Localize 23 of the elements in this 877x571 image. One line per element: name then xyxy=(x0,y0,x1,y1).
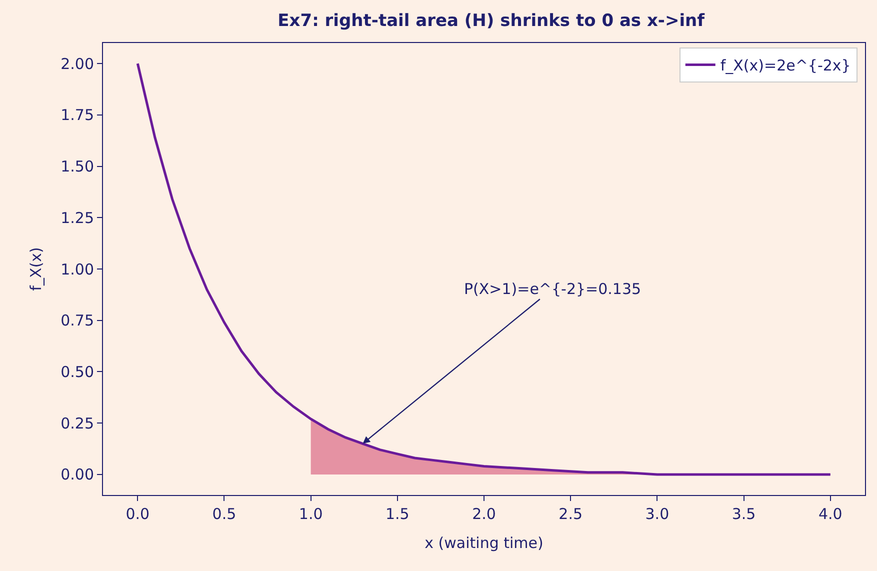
y-tick-label: 0.50 xyxy=(60,362,94,381)
y-tick-label: 0.25 xyxy=(60,414,94,432)
y-tick-label: 2.00 xyxy=(60,54,94,73)
x-tick-label: 0.5 xyxy=(212,505,236,523)
y-tick-label: 1.75 xyxy=(60,106,94,124)
y-tick-label: 1.50 xyxy=(60,158,94,176)
x-tick-label: 3.0 xyxy=(645,505,670,523)
y-tick-label: 1.25 xyxy=(60,208,94,227)
y-axis-title: f_X(x) xyxy=(26,247,45,291)
x-tick-label: 3.5 xyxy=(732,505,756,523)
x-tick-label: 1.0 xyxy=(298,505,323,523)
x-axis-title: x (waiting time) xyxy=(424,534,544,552)
y-tick-label: 0.00 xyxy=(60,466,94,484)
y-tick-label: 0.75 xyxy=(60,312,94,330)
chart-title: Ex7: right-tail area (H) shrinks to 0 as x->inf xyxy=(278,11,706,32)
x-tick-label: 1.5 xyxy=(385,505,410,523)
x-tick-label: 4.0 xyxy=(818,505,842,523)
x-tick-label: 2.5 xyxy=(558,505,583,523)
legend-label: f_X(x)=2e^{-2x} xyxy=(720,56,851,75)
x-tick-label: 2.0 xyxy=(472,505,496,523)
annotation: P(X>1)=e^{-2}=0.135 xyxy=(464,280,642,298)
x-tick-label: 0.0 xyxy=(126,505,150,523)
y-tick-label: 1.00 xyxy=(60,260,94,278)
